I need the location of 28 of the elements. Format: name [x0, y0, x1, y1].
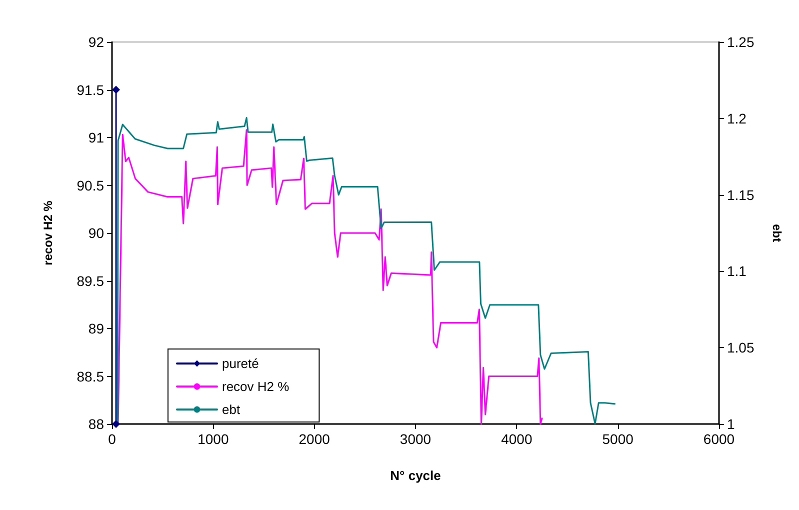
- legend-label: pureté: [222, 356, 259, 371]
- y2-tick-label: 1.1: [727, 263, 747, 280]
- y-tick-label: 89: [88, 320, 104, 336]
- legend-label: recov H2 %: [222, 379, 290, 394]
- y-tick-label: 90.5: [76, 177, 104, 194]
- x-tick-label: 5000: [602, 431, 634, 447]
- y-tick-label: 91: [88, 130, 104, 146]
- y2-tick-label: 1: [727, 416, 735, 432]
- x-tick-label: 0: [108, 431, 116, 447]
- x-tick-label: 1000: [198, 431, 229, 447]
- y-tick-label: 91.5: [76, 82, 104, 98]
- x-tick-label: 2000: [298, 431, 330, 447]
- x-axis-title: N° cycle: [390, 468, 441, 483]
- x-tick-label: 4000: [501, 431, 532, 447]
- y-tick-label: 90: [88, 225, 104, 241]
- x-tick-label: 3000: [400, 431, 432, 447]
- y2-tick-label: 1.25: [727, 34, 754, 50]
- x-tick-label: 6000: [703, 431, 735, 447]
- y-axis-title: recov H2 %: [41, 200, 55, 266]
- y-tick-label: 88.5: [76, 368, 104, 384]
- y2-axis-title: ebt: [770, 224, 784, 242]
- y2-tick-label: 1.15: [727, 186, 754, 203]
- y-tick-label: 92: [88, 34, 104, 50]
- legend-label: ebt: [222, 402, 240, 417]
- y2-tick-label: 1.2: [727, 110, 747, 126]
- y-tick-label: 89.5: [76, 272, 104, 289]
- y-tick-label: 88: [88, 416, 104, 432]
- y2-tick-label: 1.05: [727, 340, 754, 356]
